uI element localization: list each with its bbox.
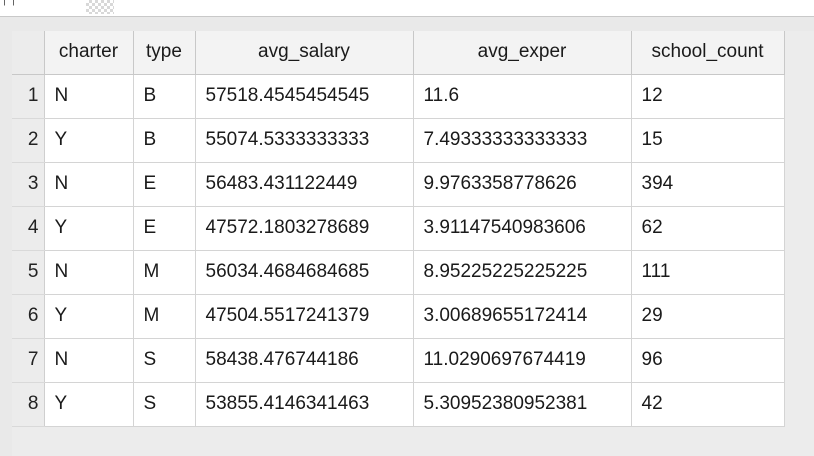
cell-avg-exper[interactable]: 11.6 xyxy=(413,74,632,119)
row-number[interactable]: 5 xyxy=(12,250,45,295)
cell-avg-exper[interactable]: 11.0290697674419 xyxy=(413,338,632,383)
cell-avg-exper[interactable]: 3.91147540983606 xyxy=(413,206,632,251)
column-header-avg-exper[interactable]: avg_exper xyxy=(413,31,632,75)
row-number[interactable]: 8 xyxy=(12,382,45,427)
cell-avg-salary[interactable]: 47572.1803278689 xyxy=(195,206,414,251)
cell-school-count[interactable]: 29 xyxy=(631,294,785,339)
row-number[interactable]: 2 xyxy=(12,118,45,163)
column-header-school-count[interactable]: school_count xyxy=(631,31,785,75)
cell-charter[interactable]: Y xyxy=(44,206,134,251)
cell-avg-exper[interactable]: 7.49333333333333 xyxy=(413,118,632,163)
cell-avg-salary[interactable]: 47504.5517241379 xyxy=(195,294,414,339)
cell-charter[interactable]: Y xyxy=(44,294,134,339)
table-row[interactable]: 4 Y E 47572.1803278689 3.91147540983606 … xyxy=(12,206,785,251)
toolbar-icon[interactable]: ↑↑ xyxy=(0,0,18,8)
column-header-charter[interactable]: charter xyxy=(44,31,134,75)
table-row[interactable]: 2 Y B 55074.5333333333 7.49333333333333 … xyxy=(12,118,785,163)
cell-avg-exper[interactable]: 5.30952380952381 xyxy=(413,382,632,427)
table-row[interactable]: 6 Y M 47504.5517241379 3.00689655172414 … xyxy=(12,294,785,339)
cell-avg-exper[interactable]: 8.95225225225225 xyxy=(413,250,632,295)
cell-type[interactable]: E xyxy=(133,206,196,251)
results-grid[interactable]: charter type avg_salary avg_exper school… xyxy=(12,31,814,456)
cell-school-count[interactable]: 12 xyxy=(631,74,785,119)
column-header-type[interactable]: type xyxy=(133,31,196,75)
cell-charter[interactable]: N xyxy=(44,74,134,119)
table-row[interactable]: 8 Y S 53855.4146341463 5.30952380952381 … xyxy=(12,382,785,427)
cell-charter[interactable]: N xyxy=(44,250,134,295)
cell-school-count[interactable]: 394 xyxy=(631,162,785,207)
table-row[interactable]: 5 N M 56034.4684684685 8.95225225225225 … xyxy=(12,250,785,295)
header-row: charter type avg_salary avg_exper school… xyxy=(12,31,785,75)
cell-school-count[interactable]: 15 xyxy=(631,118,785,163)
column-header-avg-salary[interactable]: avg_salary xyxy=(195,31,414,75)
cell-avg-exper[interactable]: 3.00689655172414 xyxy=(413,294,632,339)
toolbar: ↑↑ xyxy=(0,0,814,17)
cell-school-count[interactable]: 111 xyxy=(631,250,785,295)
cell-school-count[interactable]: 62 xyxy=(631,206,785,251)
cell-type[interactable]: S xyxy=(133,338,196,383)
corner-cell[interactable] xyxy=(12,31,45,75)
cell-charter[interactable]: N xyxy=(44,338,134,383)
cell-avg-salary[interactable]: 56034.4684684685 xyxy=(195,250,414,295)
cell-charter[interactable]: Y xyxy=(44,382,134,427)
table-row[interactable]: 3 N E 56483.431122449 9.9763358778626 39… xyxy=(12,162,785,207)
cell-type[interactable]: B xyxy=(133,74,196,119)
cell-avg-salary[interactable]: 57518.4545454545 xyxy=(195,74,414,119)
cell-type[interactable]: M xyxy=(133,294,196,339)
row-number[interactable]: 6 xyxy=(12,294,45,339)
cell-type[interactable]: S xyxy=(133,382,196,427)
row-number[interactable]: 3 xyxy=(12,162,45,207)
cell-school-count[interactable]: 96 xyxy=(631,338,785,383)
table-row[interactable]: 7 N S 58438.476744186 11.0290697674419 9… xyxy=(12,338,785,383)
cell-avg-salary[interactable]: 55074.5333333333 xyxy=(195,118,414,163)
cell-avg-salary[interactable]: 56483.431122449 xyxy=(195,162,414,207)
cell-type[interactable]: M xyxy=(133,250,196,295)
cell-type[interactable]: E xyxy=(133,162,196,207)
cell-avg-salary[interactable]: 58438.476744186 xyxy=(195,338,414,383)
row-number[interactable]: 1 xyxy=(12,74,45,119)
cell-charter[interactable]: N xyxy=(44,162,134,207)
row-header-gutter xyxy=(12,430,44,456)
results-table: charter type avg_salary avg_exper school… xyxy=(12,31,785,427)
cell-avg-salary[interactable]: 53855.4146341463 xyxy=(195,382,414,427)
toolbar-gap xyxy=(0,17,814,31)
table-row[interactable]: 1 N B 57518.4545454545 11.6 12 xyxy=(12,74,785,119)
row-number[interactable]: 4 xyxy=(12,206,45,251)
cell-charter[interactable]: Y xyxy=(44,118,134,163)
cell-school-count[interactable]: 42 xyxy=(631,382,785,427)
transparency-swatch-icon xyxy=(86,0,114,14)
cell-type[interactable]: B xyxy=(133,118,196,163)
cell-avg-exper[interactable]: 9.9763358778626 xyxy=(413,162,632,207)
row-number[interactable]: 7 xyxy=(12,338,45,383)
